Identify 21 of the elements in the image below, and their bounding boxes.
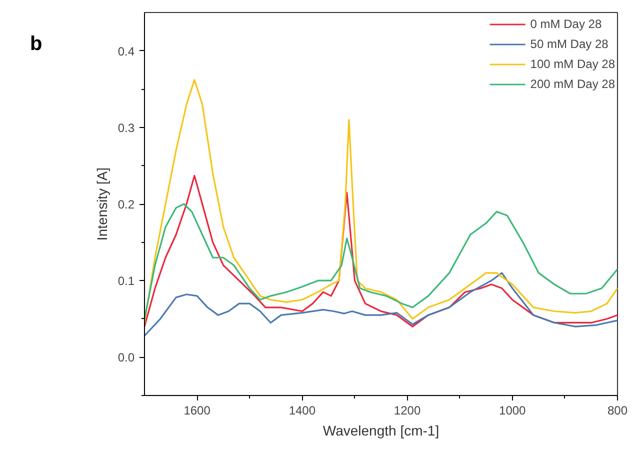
line-series xyxy=(144,174,618,328)
x-tick-label: 1400 xyxy=(288,404,316,418)
line-series xyxy=(144,203,618,320)
legend-label: 200 mM Day 28 xyxy=(530,77,615,91)
y-tick-label: 0.2 xyxy=(118,198,135,212)
line-series xyxy=(144,272,618,337)
x-tick-label: 1600 xyxy=(184,404,211,418)
y-tick-label: 0.4 xyxy=(118,44,135,58)
legend-label: 0 mM Day 28 xyxy=(530,17,602,31)
text: 0.0 xyxy=(118,350,135,365)
x-tick-label: 1000 xyxy=(499,404,526,418)
y-tick-label: 0.3 xyxy=(118,120,135,135)
x-tick-label: 1200 xyxy=(394,404,421,418)
x-tick-label: 800 xyxy=(607,404,628,418)
x-axis-title: Wavelength [cm-1] xyxy=(322,422,440,438)
y-axis-title: Intensity [A] xyxy=(94,167,110,241)
line-series xyxy=(144,79,618,324)
legend-label: 100 mM Day 28 xyxy=(530,57,615,71)
legend-label: 50 mM Day 28 xyxy=(530,37,608,51)
y-tick-label: 0.1 xyxy=(118,274,135,288)
text: b xyxy=(30,32,42,57)
